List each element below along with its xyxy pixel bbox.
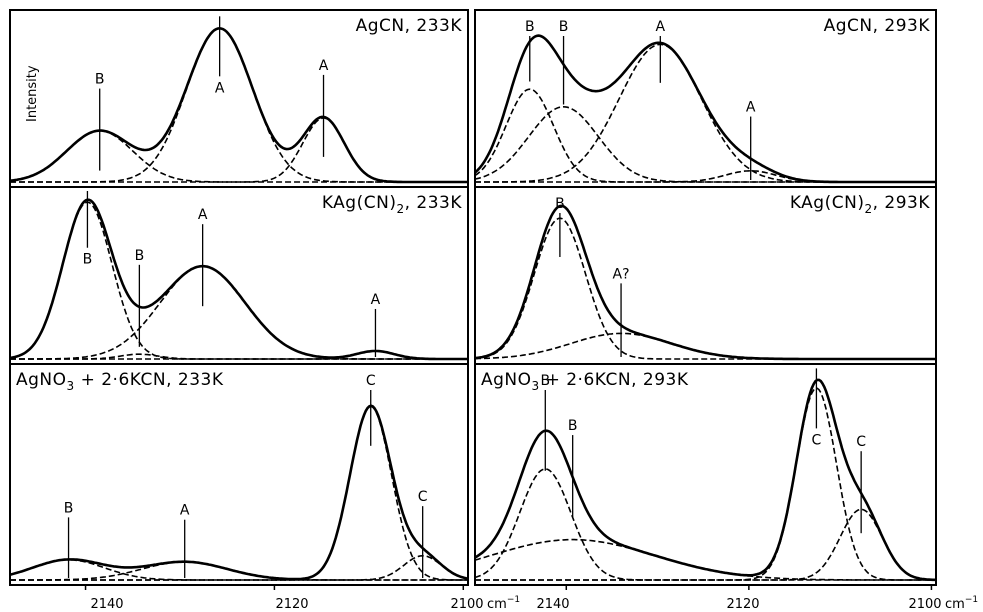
panel-title-part: + 2·6KCN, 233K xyxy=(75,370,224,390)
panel-title-part: KAg(CN) xyxy=(322,193,397,213)
panel-title: AgCN, 233K xyxy=(356,16,463,36)
component-peak-B-0 xyxy=(9,129,468,183)
panel-title-part: AgCN, 293K xyxy=(824,16,931,36)
peak-label: B xyxy=(555,196,565,212)
component-peak-A-2 xyxy=(475,43,936,183)
spectrum-panel: B B C C AgNO3 + 2·6KCN, 293K xyxy=(474,363,937,590)
peak-label: B xyxy=(540,373,550,389)
spectrum-panel: B B A A KAg(CN)2, 233K xyxy=(9,186,469,365)
component-peak-B-1 xyxy=(474,105,936,183)
component-peak-A-3 xyxy=(475,170,936,183)
component-peak-C-2 xyxy=(475,387,936,581)
panel-title: KAg(CN)2, 233K xyxy=(322,193,463,216)
peak-label: A xyxy=(319,58,329,74)
panel-frame xyxy=(474,363,937,586)
component-peak-B-1 xyxy=(474,538,936,581)
peak-label: B xyxy=(559,19,569,35)
panel-title-part: KAg(CN) xyxy=(790,193,865,213)
component-peak-B-0 xyxy=(474,88,936,183)
peak-label: A xyxy=(180,503,190,519)
peak-label: B xyxy=(64,500,74,516)
envelope-curve xyxy=(474,34,936,184)
panel-title-part: AgNO xyxy=(481,370,532,390)
component-peak-B-0 xyxy=(474,217,936,360)
spectrum-panel: B A? KAg(CN)2, 293K xyxy=(474,186,937,365)
tick-label-right-2140: 2140 xyxy=(536,597,569,612)
envelope-curve xyxy=(9,26,468,184)
tick-label-right-2120: 2120 xyxy=(726,597,759,612)
envelope-curve xyxy=(474,204,936,361)
component-peak-A-2 xyxy=(10,117,468,183)
panel-title-part: , 233K xyxy=(405,193,463,213)
panel-title-part: 2 xyxy=(864,202,872,216)
peak-label: B xyxy=(568,418,578,434)
tick-label-left-2140: 2140 xyxy=(90,597,123,612)
peak-label: C xyxy=(418,489,428,505)
panel-title-part: 3 xyxy=(532,379,540,393)
panel-frame xyxy=(9,9,469,188)
peak-label: C xyxy=(812,432,822,448)
panel-title: KAg(CN)2, 293K xyxy=(790,193,931,216)
peak-label: A xyxy=(656,19,666,35)
component-peak-B-0 xyxy=(474,468,936,581)
panel-title: AgNO3 + 2·6KCN, 293K xyxy=(481,370,689,393)
panel-title-part: AgNO xyxy=(16,370,67,390)
envelope-curve xyxy=(9,404,469,581)
component-peak-C-3 xyxy=(10,555,469,581)
component-peak-A-1 xyxy=(10,561,468,581)
panel-title: AgNO3 + 2·6KCN, 233K xyxy=(16,370,224,393)
y-axis-label: Intensity xyxy=(25,65,40,122)
peak-label: A xyxy=(215,80,225,96)
tick-label-left-2120: 2120 xyxy=(275,597,308,612)
unit-right: cm−1 xyxy=(945,595,978,612)
peak-label: A xyxy=(371,292,381,308)
panel-title: AgCN, 293K xyxy=(824,16,931,36)
peak-label: A? xyxy=(613,266,630,282)
component-peak-A-2 xyxy=(10,265,468,360)
tick-label-right-2100: 2100 xyxy=(908,597,941,612)
component-peak-A-1 xyxy=(475,332,936,360)
panel-title-part: AgCN, 233K xyxy=(356,16,463,36)
unit-left: cm−1 xyxy=(487,595,520,612)
peak-label: A xyxy=(746,100,756,116)
peak-label: C xyxy=(366,373,376,389)
peak-label: B xyxy=(83,252,93,268)
peak-label: B xyxy=(135,248,145,264)
spectrum-panel: B B A A AgCN, 293K xyxy=(474,9,937,188)
component-peak-B-0 xyxy=(9,559,468,581)
envelope-curve xyxy=(9,198,468,361)
envelope-curve xyxy=(474,378,937,582)
panel-title-part: , 293K xyxy=(873,193,931,213)
component-peak-B-0 xyxy=(9,201,468,360)
tick-label-left-2100: 2100 xyxy=(450,597,483,612)
peak-label: B xyxy=(525,19,535,35)
peak-label: B xyxy=(95,72,105,88)
panel-title-part: 2 xyxy=(396,202,404,216)
peak-label: A xyxy=(198,207,208,223)
panel-title-part: + 2·6KCN, 293K xyxy=(540,370,689,390)
component-peak-C-3 xyxy=(475,508,937,581)
component-peak-C-2 xyxy=(10,405,468,581)
peak-label: C xyxy=(856,434,866,450)
panel-title-part: 3 xyxy=(67,379,75,393)
spectrum-panel: B A C C AgNO3 + 2·6KCN, 233K xyxy=(9,363,469,590)
panel-frame xyxy=(9,363,469,586)
spectrum-panel: B A A AgCN, 233K xyxy=(9,9,469,188)
